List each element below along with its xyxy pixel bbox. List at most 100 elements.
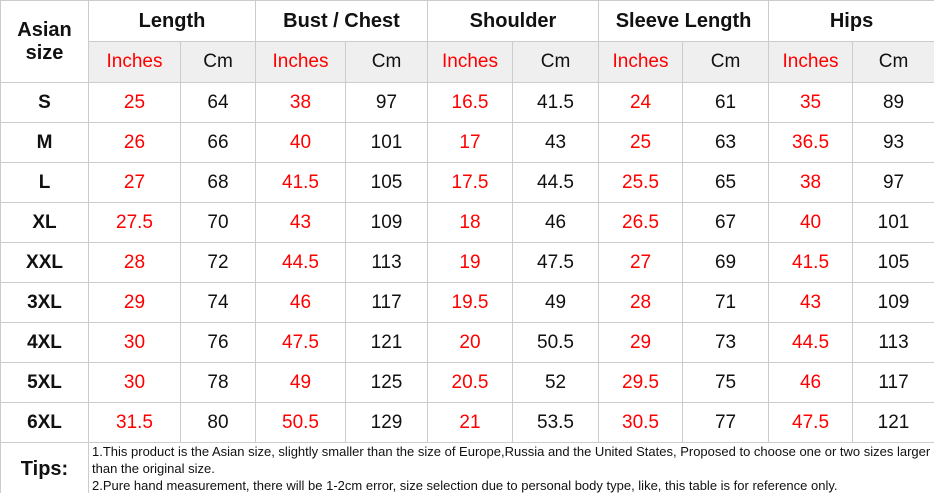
- value-cell: 93: [852, 122, 934, 163]
- value-cell: 69: [682, 242, 770, 283]
- value-cell: 26: [88, 122, 181, 163]
- value-cell: 41.5: [511, 82, 600, 123]
- value-cell: 27: [88, 162, 181, 203]
- value-cell: 64: [180, 82, 256, 123]
- value-cell: 20.5: [427, 362, 513, 403]
- value-cell: 26.5: [598, 202, 684, 243]
- value-cell: 28: [598, 282, 684, 323]
- value-cell: 101: [852, 202, 934, 243]
- value-cell: 43: [768, 282, 854, 323]
- value-cell: 41.5: [768, 242, 854, 283]
- value-cell: 97: [852, 162, 934, 203]
- value-cell: 30: [88, 322, 181, 363]
- value-cell: 43: [255, 202, 346, 243]
- size-label: S: [0, 82, 89, 123]
- value-cell: 49: [511, 282, 600, 323]
- size-label: L: [0, 162, 89, 203]
- value-cell: 17.5: [427, 162, 513, 203]
- tips-row: Tips: 1.This product is the Asian size, …: [0, 442, 934, 493]
- table-row: 4XL 30 76 47.5 121 20 50.5 29 73 44.5 11…: [0, 322, 934, 363]
- value-cell: 27.5: [88, 202, 181, 243]
- value-cell: 75: [682, 362, 770, 403]
- value-cell: 65: [682, 162, 770, 203]
- table-row: M 26 66 40 101 17 43 25 63 36.5 93: [0, 122, 934, 163]
- unit-header-sleeve-inches: Inches: [598, 41, 684, 83]
- value-cell: 125: [345, 362, 428, 403]
- value-cell: 24: [598, 82, 684, 123]
- unit-header-bust-cm: Cm: [345, 41, 428, 83]
- value-cell: 25: [598, 122, 684, 163]
- value-cell: 40: [255, 122, 346, 163]
- value-cell: 21: [427, 402, 513, 443]
- value-cell: 97: [345, 82, 428, 123]
- value-cell: 47.5: [768, 402, 854, 443]
- value-cell: 31.5: [88, 402, 181, 443]
- value-cell: 72: [180, 242, 256, 283]
- value-cell: 73: [682, 322, 770, 363]
- table-row: XXL 28 72 44.5 113 19 47.5 27 69 41.5 10…: [0, 242, 934, 283]
- value-cell: 78: [180, 362, 256, 403]
- value-cell: 25.5: [598, 162, 684, 203]
- value-cell: 109: [852, 282, 934, 323]
- table-row: 6XL 31.5 80 50.5 129 21 53.5 30.5 77 47.…: [0, 402, 934, 443]
- unit-header-row: Inches Cm Inches Cm Inches Cm Inches Cm …: [1, 41, 934, 83]
- value-cell: 50.5: [255, 402, 346, 443]
- value-cell: 28: [88, 242, 181, 283]
- size-label: 6XL: [0, 402, 89, 443]
- tips-text: 1.This product is the Asian size, slight…: [87, 442, 934, 493]
- group-header-shoulder: Shoulder: [426, 0, 600, 42]
- group-header-sleeve-length: Sleeve Length: [598, 0, 770, 42]
- value-cell: 29: [598, 322, 684, 363]
- value-cell: 43: [511, 122, 600, 163]
- group-header-length: Length: [88, 0, 256, 42]
- value-cell: 29.5: [598, 362, 684, 403]
- value-cell: 66: [180, 122, 256, 163]
- value-cell: 46: [768, 362, 854, 403]
- size-label: XL: [0, 202, 89, 243]
- value-cell: 46: [255, 282, 346, 323]
- value-cell: 47.5: [511, 242, 600, 283]
- value-cell: 117: [345, 282, 428, 323]
- unit-header-bust-inches: Inches: [255, 41, 346, 83]
- value-cell: 44.5: [255, 242, 346, 283]
- unit-header-shoulder-inches: Inches: [427, 41, 513, 83]
- size-label: 4XL: [0, 322, 89, 363]
- value-cell: 49: [255, 362, 346, 403]
- value-cell: 109: [345, 202, 428, 243]
- unit-header-length-cm: Cm: [180, 41, 256, 83]
- value-cell: 25: [88, 82, 181, 123]
- value-cell: 76: [180, 322, 256, 363]
- value-cell: 68: [180, 162, 256, 203]
- value-cell: 20: [427, 322, 513, 363]
- value-cell: 44.5: [511, 162, 600, 203]
- value-cell: 19: [427, 242, 513, 283]
- value-cell: 121: [345, 322, 428, 363]
- value-cell: 53.5: [511, 402, 600, 443]
- value-cell: 38: [768, 162, 854, 203]
- value-cell: 52: [511, 362, 600, 403]
- unit-header-shoulder-cm: Cm: [511, 41, 600, 83]
- unit-header-hips-cm: Cm: [852, 41, 934, 83]
- value-cell: 113: [345, 242, 428, 283]
- value-cell: 101: [345, 122, 428, 163]
- value-cell: 80: [180, 402, 256, 443]
- tip-line-2: 2.Pure hand measurement, there will be 1…: [92, 477, 838, 493]
- corner-header-asian-size: Asian size: [0, 0, 89, 83]
- table-row: L 27 68 41.5 105 17.5 44.5 25.5 65 38 97: [0, 162, 934, 203]
- value-cell: 29: [88, 282, 181, 323]
- value-cell: 71: [682, 282, 770, 323]
- value-cell: 30.5: [598, 402, 684, 443]
- tips-label: Tips:: [0, 442, 89, 493]
- value-cell: 41.5: [255, 162, 346, 203]
- value-cell: 19.5: [427, 282, 513, 323]
- size-rows: S 25 64 38 97 16.5 41.5 24 61 35 89 M 26…: [0, 82, 934, 443]
- size-label: XXL: [0, 242, 89, 283]
- value-cell: 63: [682, 122, 770, 163]
- value-cell: 18: [427, 202, 513, 243]
- value-cell: 129: [345, 402, 428, 443]
- value-cell: 46: [511, 202, 600, 243]
- value-cell: 113: [852, 322, 934, 363]
- value-cell: 16.5: [427, 82, 513, 123]
